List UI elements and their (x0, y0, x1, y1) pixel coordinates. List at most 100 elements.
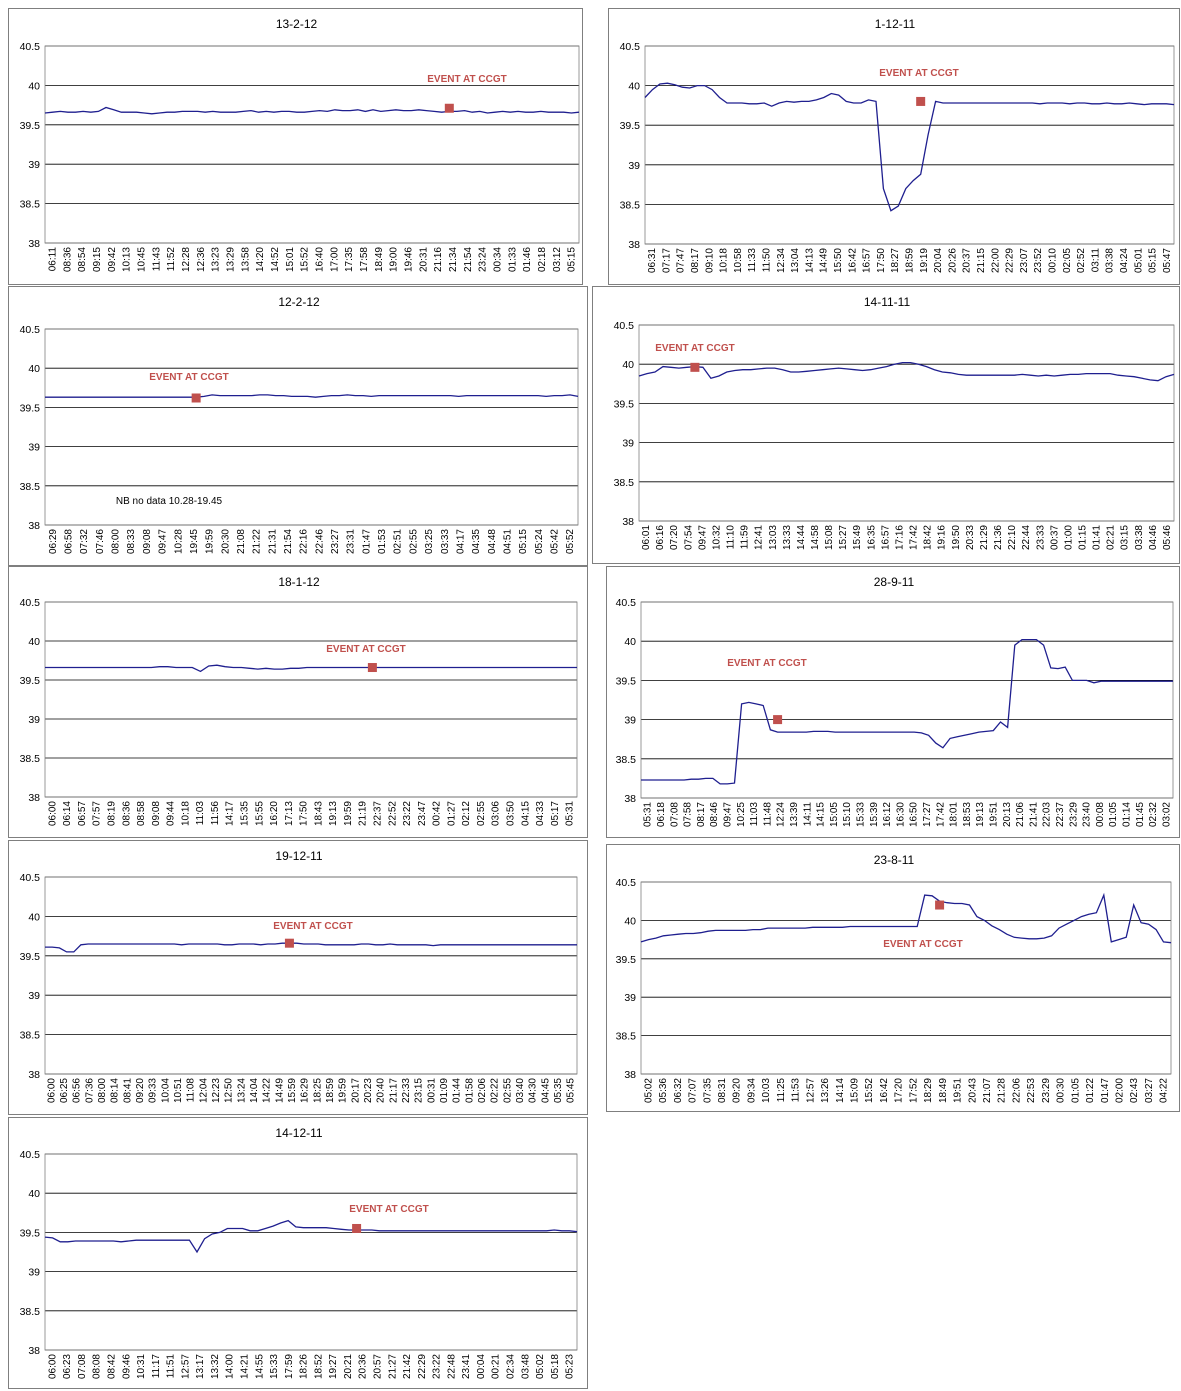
x-tick-label: 12:50 (224, 1078, 235, 1103)
x-tick-label: 01:15 (1077, 525, 1088, 550)
y-tick-label: 39.5 (20, 675, 41, 687)
x-tick-label: 09:42 (107, 247, 118, 272)
x-tick-label: 23:07 (1019, 248, 1030, 273)
x-tick-label: 10:13 (122, 247, 133, 272)
x-tick-label: 08:19 (107, 801, 118, 826)
x-tick-label: 08:00 (111, 529, 122, 554)
x-tick-label: 09:08 (151, 801, 162, 826)
x-tick-label: 06:11 (47, 247, 58, 272)
y-tick-label: 38.5 (20, 481, 41, 493)
x-tick-label: 01:44 (452, 1078, 463, 1103)
x-tick-label: 02:34 (506, 1354, 517, 1379)
x-tick-label: 01:41 (1092, 525, 1103, 550)
x-tick-label: 13:33 (782, 525, 793, 550)
x-tick-label: 05:24 (534, 529, 545, 554)
x-tick-label: 00:37 (1049, 525, 1060, 550)
x-tick-label: 14:00 (225, 1354, 236, 1379)
x-tick-label: 22:10 (1007, 525, 1018, 550)
x-tick-label: 20:43 (967, 1078, 978, 1103)
x-tick-label: 05:15 (1148, 248, 1159, 273)
event-marker (773, 715, 783, 725)
x-tick-label: 18:52 (313, 1354, 324, 1379)
y-tick-label: 40.5 (614, 320, 635, 332)
x-tick-label: 05:02 (643, 1078, 654, 1103)
chart-svg: 19-12-11 40.5 40 39.5 39 38.5 38 06:00 06:25 06:5… (20, 849, 578, 1103)
chart-svg: 12-2-12 40.5 40 39.5 39 38.5 38 06:29 06:58 07:32… (20, 295, 579, 554)
x-tick-label: 11:08 (186, 1078, 197, 1103)
x-tick-label: 12:57 (180, 1354, 191, 1379)
y-tick-label: 39 (28, 1267, 40, 1279)
chart-panel-18-1-12: 18-1-12 40.5 40 39.5 39 38.5 38 06:00 06:14 06:57… (8, 566, 588, 838)
x-tick-label: 17:42 (935, 802, 946, 827)
x-tick-label: 22:00 (990, 248, 1001, 273)
chart-svg: 14-11-11 40.5 40 39.5 39 38.5 38 06:01 06:16 07:2… (614, 295, 1175, 550)
x-tick-label: 01:47 (361, 529, 372, 554)
x-tick-label: 05:18 (550, 1354, 561, 1379)
plot-area (44, 1153, 578, 1351)
series-line (45, 942, 577, 953)
x-tick-label: 04:51 (502, 529, 513, 554)
y-tick-label: 40.5 (20, 41, 41, 53)
x-tick-label: 01:05 (1108, 802, 1119, 827)
chart-panel-28-9-11: 28-9-11 40.5 40 39.5 39 38.5 38 05:31 06:18 07:08… (606, 566, 1180, 838)
x-tick-label: 23:22 (432, 1354, 443, 1379)
chart-svg: 28-9-11 40.5 40 39.5 39 38.5 38 05:31 06:18 07:08… (616, 575, 1174, 827)
event-label: EVENT AT CCGT (149, 372, 228, 383)
x-tick-label: 17:00 (329, 247, 340, 272)
x-tick-label: 01:46 (522, 247, 533, 272)
x-tick-label: 03:38 (1134, 525, 1145, 550)
series-line (44, 1219, 578, 1254)
x-tick-label: 13:23 (211, 247, 222, 272)
x-tick-label: 23:29 (1041, 1078, 1052, 1103)
x-tick-label: 22:03 (1042, 802, 1053, 827)
y-tick-label: 38.5 (20, 753, 41, 765)
x-tick-label: 16:57 (880, 525, 891, 550)
x-tick-label: 22:37 (373, 801, 384, 826)
x-tick-label: 15:33 (269, 1354, 280, 1379)
x-tick-label: 19:46 (403, 247, 414, 272)
x-tick-label: 08:46 (709, 802, 720, 827)
event-label: EVENT AT CCGT (727, 658, 806, 669)
x-tick-label: 06:16 (655, 525, 666, 550)
x-tick-label: 03:06 (491, 801, 502, 826)
x-tick-label: 20:13 (1002, 802, 1013, 827)
x-tick-label: 16:50 (909, 802, 920, 827)
x-tick-label: 20:40 (376, 1078, 387, 1103)
x-tick-label: 02:32 (1148, 802, 1159, 827)
y-tick-label: 39 (624, 992, 636, 1004)
x-tick-label: 13:24 (236, 1078, 247, 1103)
x-tick-label: 16:57 (862, 248, 873, 273)
x-tick-label: 00:08 (1095, 802, 1106, 827)
x-tick-label: 03:02 (1161, 802, 1172, 827)
y-tick-label: 40 (624, 636, 636, 648)
x-tick-label: 12:36 (196, 247, 207, 272)
x-tick-label: 02:55 (476, 801, 487, 826)
x-tick-label: 10:51 (173, 1078, 184, 1103)
x-tick-label: 14:20 (255, 247, 266, 272)
x-tick-label: 21:07 (982, 1078, 993, 1103)
event-label: EVENT AT CCGT (883, 939, 962, 950)
event-label: EVENT AT CCGT (349, 1204, 428, 1215)
x-tick-label: 16:12 (882, 802, 893, 827)
x-tick-label: 15:49 (852, 525, 863, 550)
x-tick-label: 03:38 (1105, 248, 1116, 273)
y-tick-label: 40.5 (20, 597, 41, 609)
x-tick-label: 10:25 (736, 802, 747, 827)
x-tick-label: 11:03 (749, 802, 760, 827)
x-tick-label: 08:36 (62, 247, 73, 272)
x-tick-label: 08:14 (110, 1078, 121, 1103)
x-tick-label: 07:36 (84, 1078, 95, 1103)
x-tick-label: 16:35 (866, 525, 877, 550)
x-tick-label: 21:41 (1028, 802, 1039, 827)
x-tick-label: 04:33 (535, 801, 546, 826)
series-line (641, 638, 1173, 785)
chart-svg: 14-12-11 40.5 40 39.5 39 38.5 38 06:00 06:23 07:0… (20, 1126, 578, 1379)
x-tick-label: 06:56 (72, 1078, 83, 1103)
y-tick-label: 39.5 (616, 675, 637, 687)
x-tick-label: 14:49 (274, 1078, 285, 1103)
x-tick-label: 11:17 (151, 1354, 162, 1379)
x-tick-label: 02:21 (1106, 525, 1117, 550)
x-tick-label: 23:47 (417, 801, 428, 826)
x-tick-label: 01:14 (1121, 802, 1132, 827)
x-tick-label: 03:11 (1090, 248, 1101, 273)
